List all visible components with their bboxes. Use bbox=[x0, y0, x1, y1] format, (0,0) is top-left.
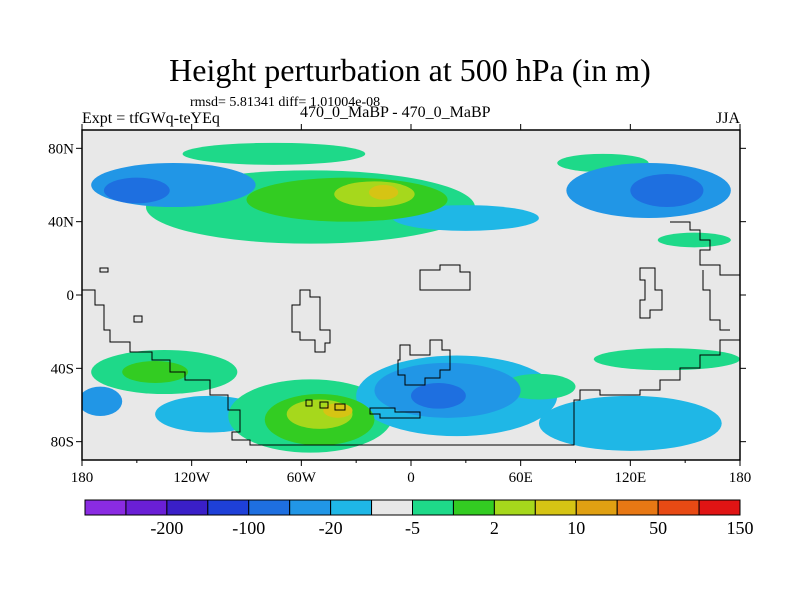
rmsd-stats: rmsd= 5.81341 diff= 1.01004e-08 bbox=[190, 95, 381, 110]
contour-pacific-positive-east bbox=[657, 232, 731, 248]
colorbar-swatch bbox=[330, 499, 373, 516]
x-tick-label: 120W bbox=[173, 470, 211, 486]
colorbar-swatch bbox=[698, 499, 741, 516]
coastline bbox=[82, 221, 740, 446]
axes: 180 120W 60W 0 60E 120E 180 80N 40N 0 40S 80S bbox=[48, 124, 751, 486]
x-tick-label: 180 bbox=[71, 470, 94, 486]
colorbar-swatch bbox=[452, 499, 495, 516]
y-tick-label: 40S bbox=[51, 361, 74, 377]
colorbar-swatch bbox=[166, 499, 209, 516]
y-tick-label: 40N bbox=[48, 215, 74, 231]
contour-south-positive-east bbox=[502, 373, 576, 400]
colorbar-label: -5 bbox=[405, 518, 420, 538]
colorbar-swatch bbox=[207, 499, 250, 516]
colorbar-label: 10 bbox=[567, 518, 585, 538]
x-tick-label: 180 bbox=[729, 470, 752, 486]
comparison-label: 470_0_MaBP - 470_0_MaBP bbox=[300, 104, 491, 121]
contour-arctic-positive-band bbox=[182, 142, 366, 165]
contour-south-negative-west bbox=[82, 386, 123, 416]
contour-indian-ocean-negative-3 bbox=[411, 383, 466, 409]
experiment-label: Expt = tfGWq-teYEq bbox=[82, 110, 220, 127]
contour-south-positive-far-east bbox=[593, 348, 740, 371]
contour-north-atlantic-negative-core bbox=[103, 177, 170, 204]
colorbar-label: -200 bbox=[150, 518, 183, 538]
chart-title: Height perturbation at 500 hPa (in m) bbox=[169, 52, 651, 88]
y-tick-label: 80N bbox=[48, 141, 74, 157]
colorbar-label: -100 bbox=[232, 518, 265, 538]
colorbar-swatch bbox=[125, 499, 168, 516]
colorbar-label: 50 bbox=[649, 518, 667, 538]
x-tick-label: 0 bbox=[407, 470, 415, 486]
colorbar: -200 -100 -20 -5 2 10 50 150 bbox=[84, 499, 754, 538]
colorbar-swatch bbox=[575, 499, 618, 516]
x-tick-label: 60E bbox=[509, 470, 533, 486]
contour-eurasia-negative-core bbox=[630, 174, 704, 207]
contour-ridge-peak bbox=[368, 185, 399, 200]
colorbar-swatch bbox=[412, 499, 454, 516]
x-tick-label: 120E bbox=[614, 470, 646, 486]
colorbar-swatch bbox=[84, 499, 127, 516]
season-label: JJA bbox=[716, 110, 741, 127]
contour-south-negative-east bbox=[538, 395, 722, 451]
y-tick-label: 80S bbox=[51, 435, 74, 451]
colorbar-label: -20 bbox=[319, 518, 343, 538]
colorbar-swatch bbox=[534, 499, 577, 516]
colorbar-swatch bbox=[371, 499, 413, 516]
colorbar-label: 150 bbox=[727, 518, 754, 538]
colorbar-swatch bbox=[493, 499, 536, 516]
contour-south-positive-west-core bbox=[122, 361, 189, 383]
colorbar-label: 2 bbox=[490, 518, 499, 538]
colorbar-swatch bbox=[248, 499, 291, 516]
colorbar-swatch bbox=[289, 499, 332, 516]
colorbar-swatch bbox=[616, 499, 659, 516]
x-tick-label: 60W bbox=[287, 470, 317, 486]
y-tick-label: 0 bbox=[67, 288, 75, 304]
contour-fields bbox=[82, 142, 740, 453]
colorbar-swatch bbox=[657, 499, 700, 516]
